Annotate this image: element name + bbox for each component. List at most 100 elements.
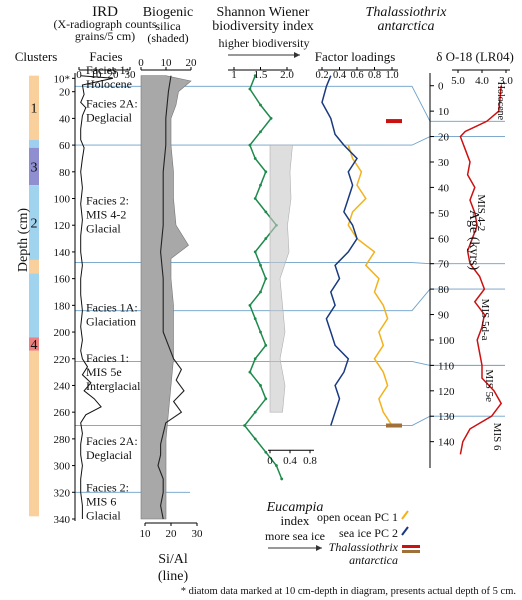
shannon-point — [243, 424, 247, 427]
depth-tick-label: 140 — [54, 247, 71, 259]
age-tick-label: 110 — [438, 360, 455, 372]
age-tick-label: 50 — [438, 208, 450, 220]
facies-label: Facies 1: — [86, 63, 129, 77]
facies-label: Holocene — [86, 77, 132, 91]
bsi-tick-label: 10 — [161, 57, 173, 69]
depth-tick-label: 180 — [54, 300, 71, 312]
ird-tick-label: 20 — [108, 69, 120, 81]
ird-title: IRD — [92, 4, 118, 20]
legend-thal-swatch-brown — [402, 550, 420, 553]
factor-tick-label: 0.2 — [315, 70, 328, 81]
depth-tick-label: 10* — [54, 73, 71, 85]
d18o-tick-label: 5.0 — [451, 75, 465, 87]
depth-tick-label: 200 — [54, 327, 71, 339]
cluster-label: 1 — [31, 102, 38, 117]
facies-label: Facies 2: — [86, 194, 129, 208]
shannon-point — [259, 384, 262, 387]
shannon-point — [259, 290, 262, 294]
shannon-point — [248, 143, 252, 147]
age-tick-label: 10 — [438, 106, 450, 118]
age-tick-label: 140 — [438, 437, 455, 449]
shannon-point — [264, 277, 268, 281]
age-tick-label: 80 — [438, 284, 450, 296]
facies-label: Deglacial — [86, 110, 133, 124]
shannon-point — [275, 464, 278, 467]
depth-tick-label: 260 — [54, 407, 71, 419]
age-tick-label: 70 — [438, 259, 450, 271]
factor-tick-label: 0.4 — [333, 70, 347, 81]
shannon-point — [248, 87, 252, 91]
background-layer — [29, 67, 510, 526]
facies-label: MIS 6 — [86, 495, 116, 509]
factor-tick-label: 0.6 — [350, 70, 363, 81]
depth-tick-label: 120 — [54, 220, 71, 232]
shannon-point — [259, 103, 262, 107]
depth-tick-label: 320 — [54, 487, 71, 499]
eucampia-tick-label: 0.8 — [303, 455, 317, 467]
shannon-point — [264, 397, 268, 401]
legend-thal-label-1: Thalassiothrix — [329, 540, 399, 554]
data-layer — [80, 74, 503, 520]
shannon-point — [264, 210, 268, 214]
eucampia-arrow-head — [316, 545, 322, 551]
shannon-point — [259, 183, 262, 187]
ird-subtitle-2: grains/5 cm) — [75, 29, 135, 43]
sial-tick-label: 20 — [166, 528, 178, 540]
ird-series-line — [80, 75, 114, 519]
facies-label: Facies 2A: — [86, 96, 138, 110]
cluster-label: 4 — [31, 338, 38, 353]
cluster-label: 3 — [31, 160, 38, 175]
depth-tick-label: 60 — [59, 140, 71, 152]
age-tick-label: 60 — [438, 233, 450, 245]
legend-pc2-swatch — [401, 526, 409, 536]
age-tick-label: 130 — [438, 411, 455, 423]
shannon-point — [280, 477, 284, 481]
eucampia-tick-label: 0 — [267, 455, 273, 467]
shannon-point — [253, 157, 257, 160]
footnote: * diatom data marked at 10 cm-depth in d… — [181, 586, 516, 597]
age-tick-label: 120 — [438, 386, 455, 398]
shannon-point — [259, 130, 262, 134]
mis-holocene-label: Holocene — [495, 82, 506, 121]
bsi-tick-label: 20 — [186, 57, 198, 69]
age-tick-label: 20 — [438, 132, 450, 144]
sial-series-line — [157, 75, 185, 520]
facies-label: Facies 1: — [86, 351, 129, 365]
eucampia-arrow-label: more sea ice — [265, 529, 325, 543]
d18o-series-line — [459, 85, 503, 455]
factor-tick-label: 1.0 — [385, 70, 398, 81]
shannon-point — [264, 450, 268, 454]
shannon-point — [253, 410, 257, 414]
thal-title-2: antarctica — [377, 19, 434, 34]
bsi-title: Biogenic — [143, 5, 194, 20]
age-tick-label: 0 — [438, 81, 444, 93]
shannon-point — [264, 237, 268, 240]
depth-axis-label: Depth (cm) — [16, 208, 31, 272]
age-tie-line — [398, 85, 505, 122]
text-layer: 132410*204060801001201401601802002202402… — [31, 57, 514, 540]
shannon-point — [269, 117, 273, 120]
shannon-point — [248, 303, 252, 307]
shannon-point — [253, 357, 257, 361]
bsi-subtitle-2: (shaded) — [147, 31, 188, 45]
ird-tick-label: 30 — [125, 69, 137, 81]
age-tie-line — [398, 288, 505, 312]
pc1-series-line — [347, 144, 393, 426]
cluster-segment — [29, 350, 39, 517]
thalassiothrix-mark — [386, 423, 402, 428]
thal-title-1: Thalassiothrix — [366, 5, 448, 20]
shannon-title-2: biodiversity index — [212, 19, 314, 34]
d18o-title: δ O-18 (LR04) — [436, 49, 514, 64]
clusters-title: Clusters — [15, 49, 58, 64]
shannon-point — [253, 437, 257, 441]
shannon-point — [259, 263, 262, 267]
cluster-segment — [29, 75, 39, 140]
pc2-series-line — [321, 75, 358, 426]
age-tie-line — [398, 262, 505, 265]
age-tick-label: 100 — [438, 335, 455, 347]
sial-tick-label: 10 — [140, 528, 152, 540]
age-tick-label: 90 — [438, 310, 450, 322]
mis-6-label: MIS 6 — [491, 423, 503, 451]
shannon-point — [248, 370, 252, 374]
age-tie-line — [398, 360, 505, 366]
